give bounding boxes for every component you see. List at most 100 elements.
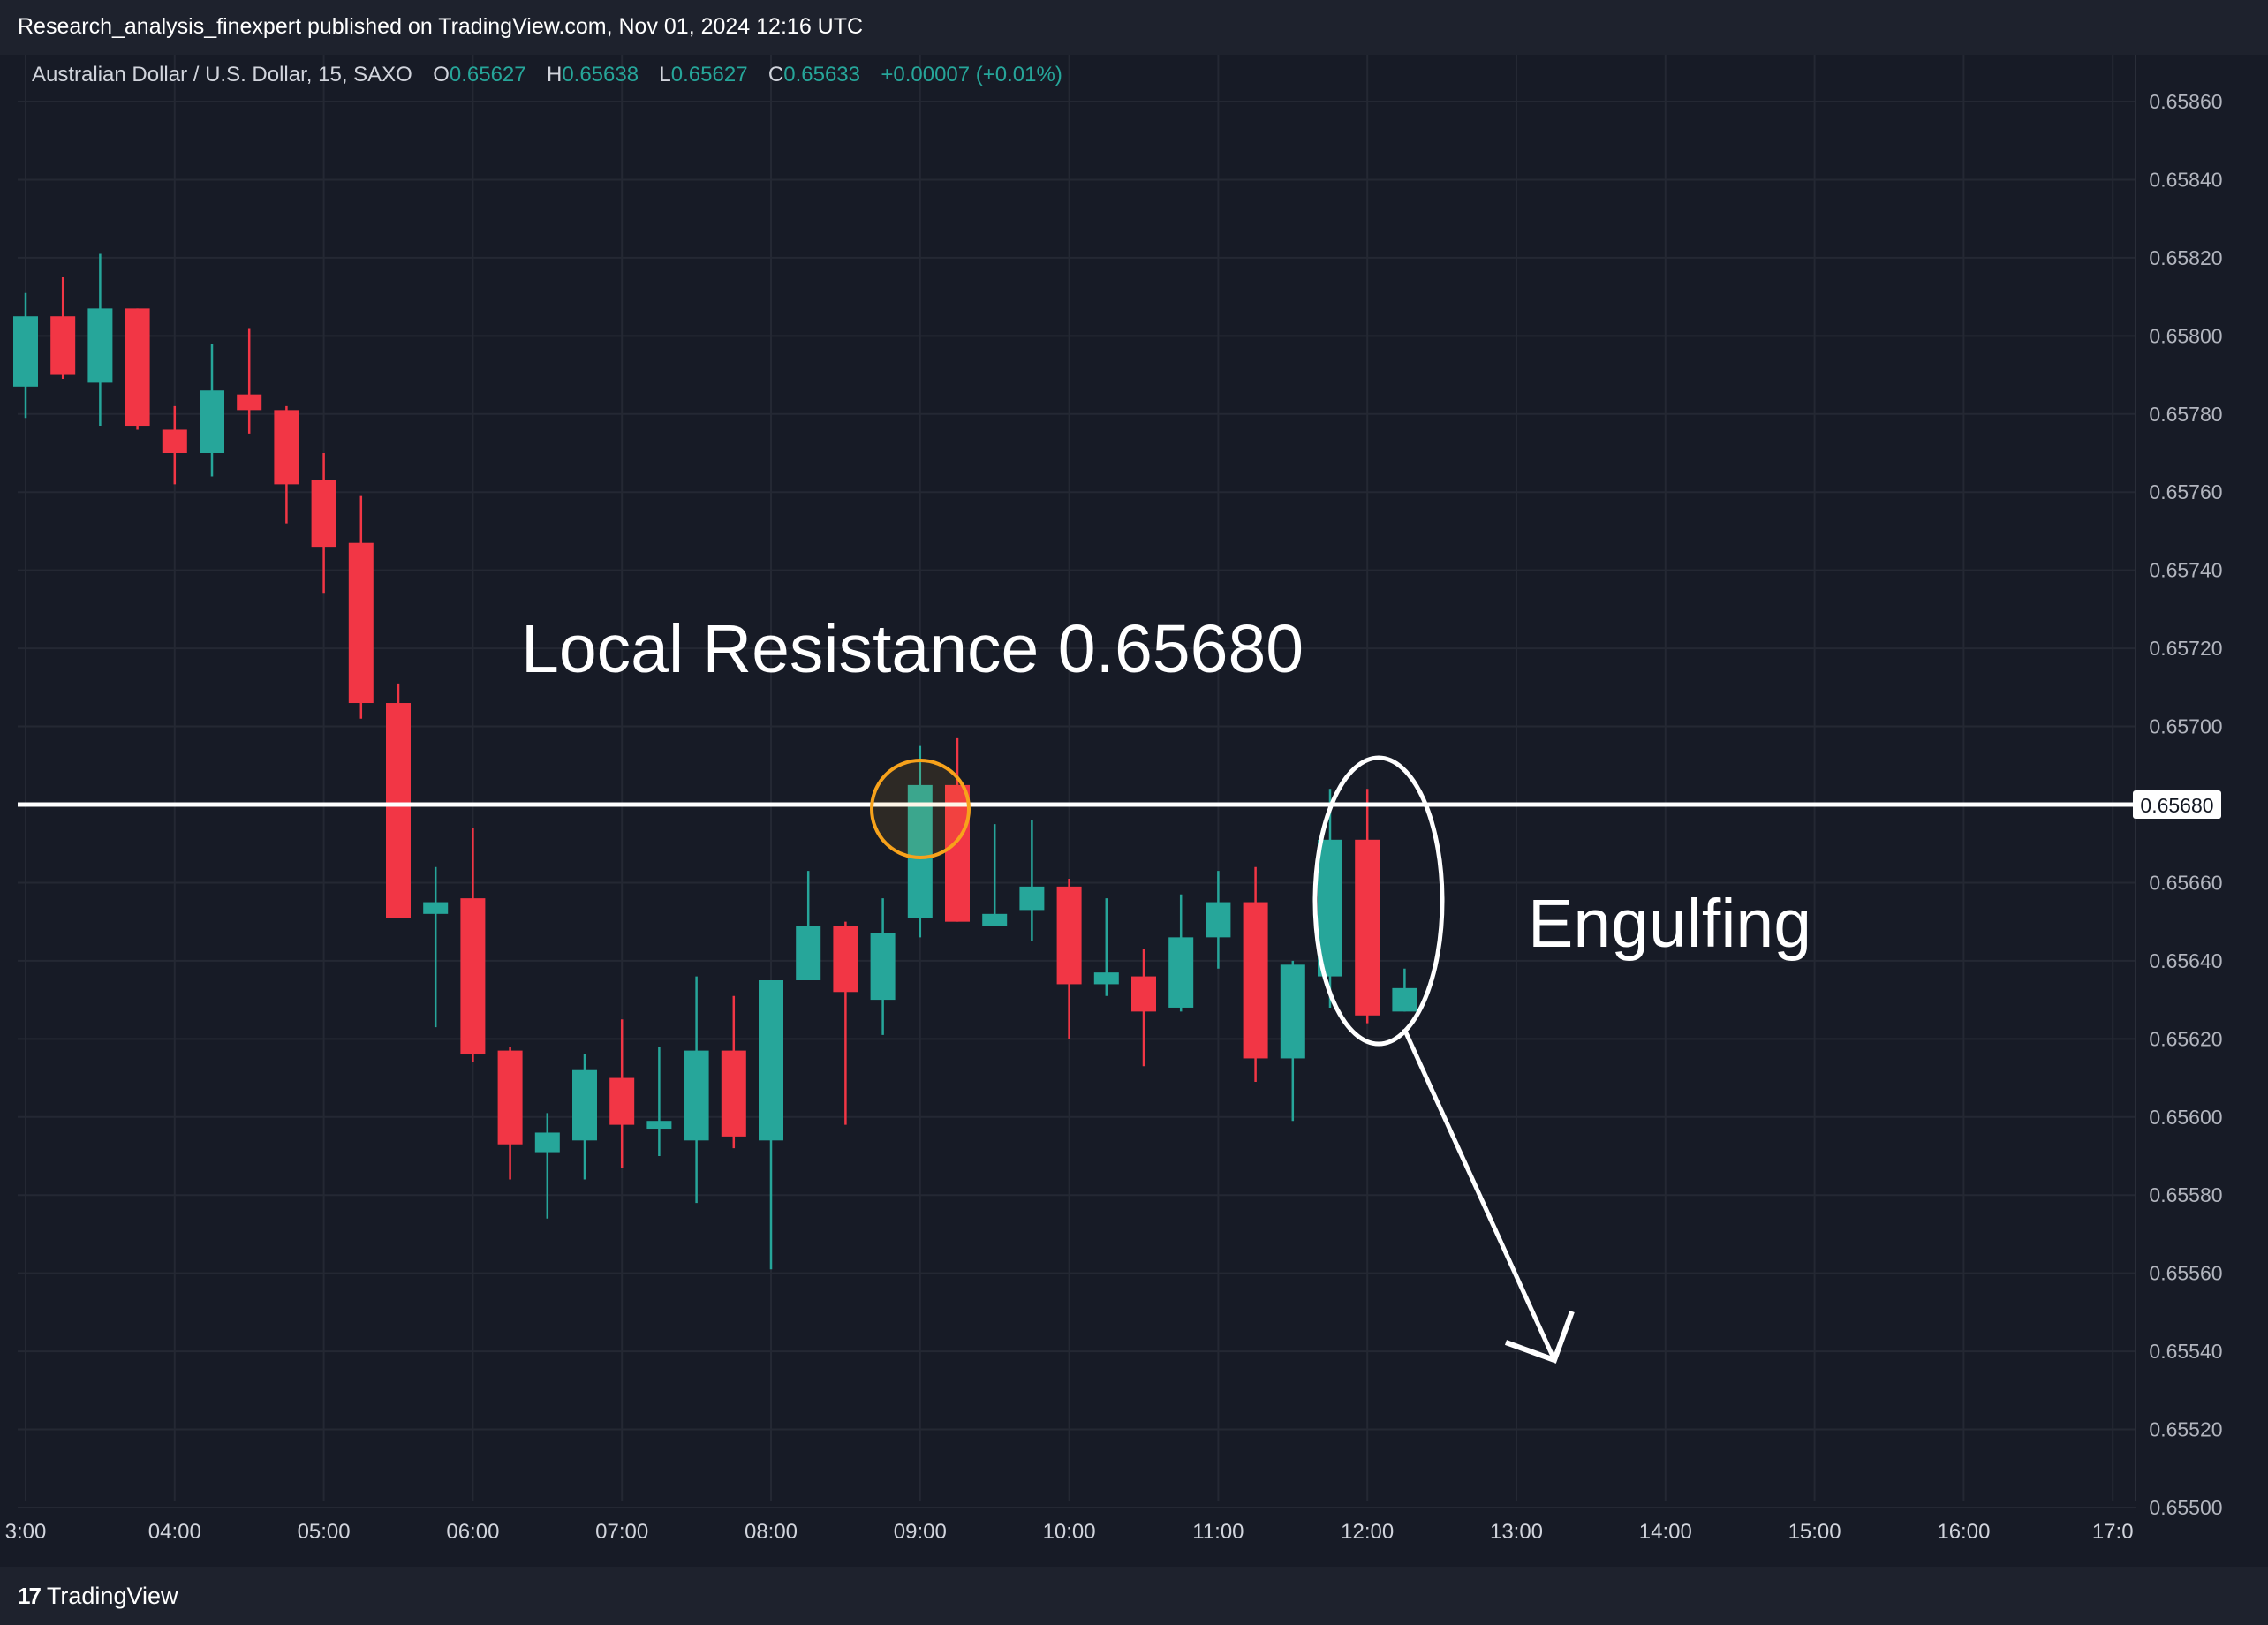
annotations: 0.65680 Local Resistance 0.65680 Engulfi… xyxy=(18,611,2221,1364)
candle-body[interactable] xyxy=(125,308,150,427)
candle-body[interactable] xyxy=(237,394,262,411)
candle-body[interactable] xyxy=(721,1050,746,1137)
time-tick-label: 16:00 xyxy=(1937,1520,1990,1544)
candle-body[interactable] xyxy=(348,542,374,704)
candle-body[interactable] xyxy=(870,933,896,1001)
price-tick-label: 0.65660 xyxy=(2149,871,2222,894)
price-tick-label: 0.65600 xyxy=(2149,1106,2222,1129)
candle-body[interactable] xyxy=(386,703,411,918)
time-tick-label: 09:00 xyxy=(894,1520,947,1544)
time-tick-label: 10:00 xyxy=(1043,1520,1096,1544)
open-label: O xyxy=(433,63,450,87)
engulfing-annotation[interactable]: Engulfing xyxy=(1528,886,1811,962)
candle-body[interactable] xyxy=(162,429,187,453)
down-arrow-head xyxy=(1504,1310,1575,1364)
candle-body[interactable] xyxy=(759,980,783,1141)
candle-body[interactable] xyxy=(1243,902,1268,1059)
time-tick-label: 06:00 xyxy=(446,1520,499,1544)
price-tick-label: 0.65560 xyxy=(2149,1262,2222,1285)
candle-body[interactable] xyxy=(1355,839,1380,1016)
time-tick-label: 11:00 xyxy=(1192,1520,1244,1544)
close-label: C xyxy=(767,63,784,87)
time-tick-label: 05:00 xyxy=(298,1520,351,1544)
candle-body[interactable] xyxy=(1318,839,1342,977)
candle-body[interactable] xyxy=(497,1050,523,1145)
symbol-name: Australian Dollar / U.S. Dollar, 15, SAX… xyxy=(32,63,412,87)
candle-body[interactable] xyxy=(833,926,858,993)
tradingview-logo-icon: 17 xyxy=(18,1583,42,1609)
candle-body[interactable] xyxy=(1206,902,1231,938)
price-tick-label: 0.65840 xyxy=(2149,168,2222,191)
price-tick-label: 0.65780 xyxy=(2149,403,2222,426)
price-tick-label: 0.65580 xyxy=(2149,1183,2222,1206)
down-arrow-shaft[interactable] xyxy=(1402,1027,1557,1362)
candles xyxy=(13,253,1418,1270)
time-tick-label: 17:0 xyxy=(2092,1520,2134,1544)
highlight-circle[interactable] xyxy=(870,759,971,859)
high-value: 0.65638 xyxy=(562,63,639,87)
candle-body[interactable] xyxy=(87,308,113,383)
candle-body[interactable] xyxy=(1093,972,1119,985)
price-tick-label: 0.65500 xyxy=(2149,1496,2222,1519)
price-tick-label: 0.65740 xyxy=(2149,559,2222,582)
price-tick-label: 0.65520 xyxy=(2149,1418,2222,1441)
time-tick-label: 13:00 xyxy=(1490,1520,1543,1544)
candle-body[interactable] xyxy=(423,902,449,914)
candle-body[interactable] xyxy=(1168,937,1194,1008)
candle-body[interactable] xyxy=(1131,976,1156,1012)
candle-body[interactable] xyxy=(200,390,224,453)
candle-body[interactable] xyxy=(572,1069,597,1141)
candle-body[interactable] xyxy=(311,480,336,548)
candle-body[interactable] xyxy=(50,316,76,375)
candle-body[interactable] xyxy=(1056,886,1082,985)
candle-body[interactable] xyxy=(1392,987,1418,1012)
header-bar: Research_analysis_finexpert published on… xyxy=(0,0,2268,55)
candle-body[interactable] xyxy=(907,784,933,918)
price-tick-label: 0.65800 xyxy=(2149,324,2222,347)
time-tick-label: 14:00 xyxy=(1639,1520,1692,1544)
time-tick-label: 12:00 xyxy=(1341,1520,1394,1544)
low-value: 0.65627 xyxy=(670,63,748,87)
candle-body[interactable] xyxy=(460,898,486,1055)
engulfing-ellipse[interactable] xyxy=(1312,755,1445,1047)
price-tick-label: 0.65820 xyxy=(2149,246,2222,269)
footer-bar xyxy=(0,1567,2268,1625)
candle-body[interactable] xyxy=(982,913,1008,926)
price-tick-label: 0.65700 xyxy=(2149,715,2222,738)
time-tick-label: 15:00 xyxy=(1788,1520,1841,1544)
resistance-annotation[interactable]: Local Resistance 0.65680 xyxy=(521,611,1304,687)
candle-body[interactable] xyxy=(1019,886,1045,911)
candle-body[interactable] xyxy=(534,1132,560,1153)
price-tick-label: 0.65860 xyxy=(2149,90,2222,113)
tradingview-brand-text: TradingView xyxy=(46,1583,178,1609)
time-axis: 3:00 04:00 05:00 06:00 07:00 08:00 09:00 10:00 1… xyxy=(5,1520,2134,1544)
candle-body[interactable] xyxy=(13,316,38,387)
candle-body[interactable] xyxy=(609,1077,635,1125)
symbol-legend[interactable]: Australian Dollar / U.S. Dollar, 15, SAX… xyxy=(32,63,1062,87)
close-value: 0.65633 xyxy=(783,63,860,87)
time-tick-label: 07:00 xyxy=(595,1520,648,1544)
high-label: H xyxy=(546,63,563,87)
candle-body[interactable] xyxy=(796,926,821,980)
time-tick-label: 04:00 xyxy=(148,1520,201,1544)
grid-lines xyxy=(18,55,2136,1508)
low-label: L xyxy=(659,63,671,87)
candle-body[interactable] xyxy=(684,1050,709,1141)
candle-body[interactable] xyxy=(945,784,970,922)
time-tick-label: 3:00 xyxy=(5,1520,47,1544)
candle-body[interactable] xyxy=(274,410,299,485)
candle-body[interactable] xyxy=(1280,964,1305,1059)
chart-area[interactable] xyxy=(0,55,2268,1567)
tradingview-logo[interactable]: 17 TradingView xyxy=(18,1583,178,1610)
level-label: 0.65680 xyxy=(2140,794,2213,817)
price-tick-label: 0.65540 xyxy=(2149,1340,2222,1363)
time-tick-label: 08:00 xyxy=(745,1520,798,1544)
price-tick-label: 0.65640 xyxy=(2149,949,2222,972)
price-axis: 0.65860 0.65840 0.65820 0.65800 0.65780 0.657… xyxy=(2135,55,2223,1519)
price-tick-label: 0.65720 xyxy=(2149,637,2222,660)
publisher-line: Research_analysis_finexpert published on… xyxy=(18,14,864,39)
candle-body[interactable] xyxy=(646,1121,672,1130)
level-label-box xyxy=(2133,790,2221,819)
open-value: 0.65627 xyxy=(449,63,526,87)
